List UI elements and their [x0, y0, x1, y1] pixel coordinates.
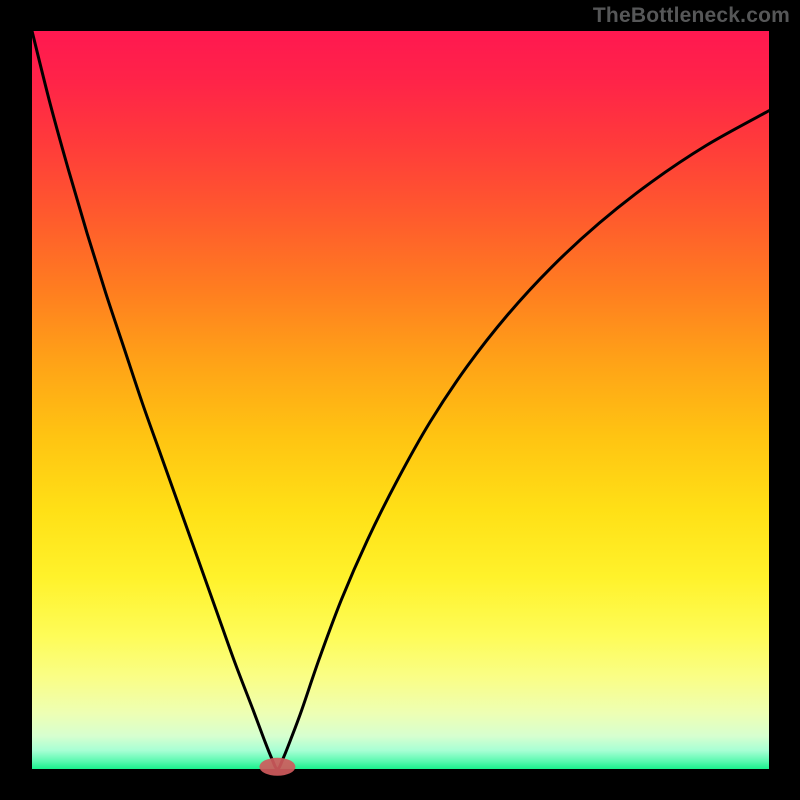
watermark-text: TheBottleneck.com	[593, 4, 790, 28]
chart-stage: TheBottleneck.com	[0, 0, 800, 800]
apex-marker	[259, 758, 295, 776]
bottleneck-chart	[0, 0, 800, 800]
